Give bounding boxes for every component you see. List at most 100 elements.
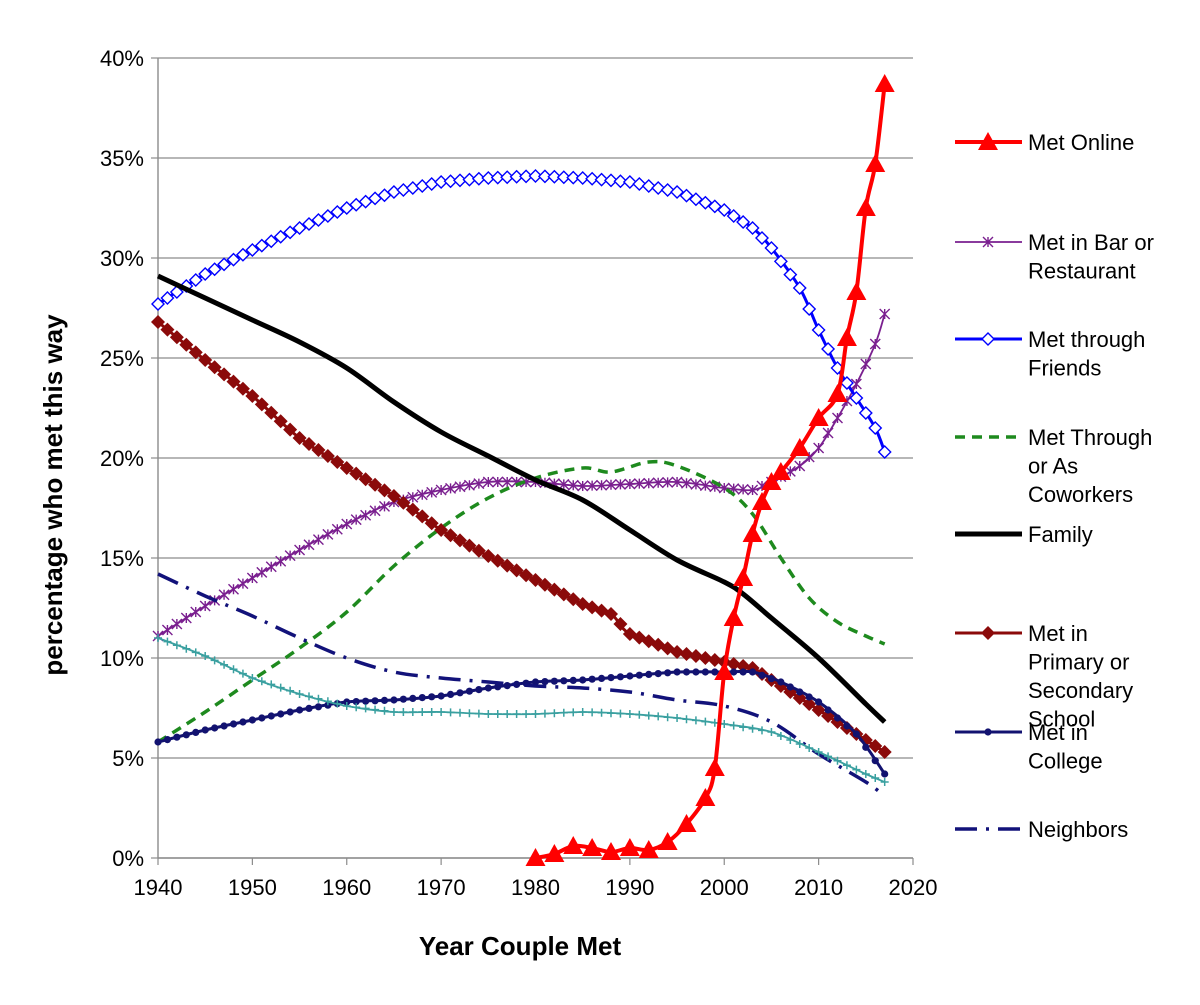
data-point xyxy=(254,238,269,253)
legend-label: School xyxy=(1028,707,1095,732)
data-point xyxy=(758,726,766,735)
data-point xyxy=(625,710,634,718)
data-point xyxy=(463,479,475,491)
data-point xyxy=(691,716,700,725)
data-point xyxy=(537,577,552,592)
legend-item-neighbors: Neighbors xyxy=(955,817,1128,842)
data-point xyxy=(314,694,323,703)
data-point xyxy=(228,583,239,595)
data-point xyxy=(302,217,316,231)
data-point xyxy=(399,708,408,716)
data-point xyxy=(182,731,190,739)
data-point xyxy=(586,480,598,492)
data-point xyxy=(484,684,492,692)
data-point xyxy=(624,478,636,490)
data-point xyxy=(802,302,817,316)
data-point xyxy=(641,179,656,193)
data-point xyxy=(481,171,496,185)
data-point xyxy=(277,710,285,718)
data-point xyxy=(531,710,540,718)
data-point xyxy=(671,476,683,488)
data-point xyxy=(833,756,842,765)
data-point xyxy=(320,209,335,223)
data-point xyxy=(512,710,521,718)
data-point xyxy=(362,697,370,705)
y-tick-label: 20% xyxy=(100,446,144,471)
data-point xyxy=(371,697,379,705)
data-point xyxy=(839,376,854,390)
x-tick-label: 2010 xyxy=(794,875,843,900)
data-point xyxy=(284,550,296,562)
data-point xyxy=(726,657,741,671)
data-point xyxy=(868,739,883,753)
data-point xyxy=(294,544,306,556)
data-point xyxy=(226,252,241,267)
data-point xyxy=(349,466,364,481)
data-point xyxy=(333,699,342,708)
series-lines xyxy=(151,74,895,866)
data-point xyxy=(163,637,172,646)
data-point xyxy=(386,489,401,503)
data-point xyxy=(229,720,238,728)
data-point xyxy=(767,728,776,736)
series-line-family xyxy=(156,273,887,724)
series-met-online xyxy=(525,74,895,866)
data-point xyxy=(824,752,833,761)
data-point xyxy=(320,449,335,463)
data-point xyxy=(619,838,640,856)
data-point xyxy=(341,518,353,530)
data-point xyxy=(490,553,505,568)
data-point xyxy=(322,528,334,540)
data-point xyxy=(644,711,653,720)
data-point xyxy=(528,573,543,587)
data-point xyxy=(379,500,390,512)
data-point xyxy=(465,687,474,695)
data-point xyxy=(276,683,285,692)
data-point xyxy=(473,478,485,490)
data-point xyxy=(711,668,719,676)
y-tick-label: 10% xyxy=(100,646,144,671)
data-point xyxy=(490,170,505,185)
data-point xyxy=(418,694,426,702)
data-point xyxy=(635,710,644,719)
data-point xyxy=(226,374,241,389)
legend-label: Neighbors xyxy=(1028,817,1128,842)
legend-label: Met in Bar or xyxy=(1028,230,1154,255)
data-point xyxy=(405,502,420,517)
data-point xyxy=(446,690,455,699)
data-point xyxy=(254,397,269,412)
data-point xyxy=(151,315,165,329)
data-point xyxy=(492,476,504,488)
data-point xyxy=(707,653,722,667)
data-point xyxy=(654,670,662,678)
data-point xyxy=(664,669,672,677)
data-point xyxy=(745,221,760,235)
data-point xyxy=(292,431,307,445)
data-point xyxy=(662,476,674,488)
data-point xyxy=(445,482,457,494)
data-point xyxy=(311,443,326,457)
data-point xyxy=(519,169,534,184)
data-point xyxy=(171,618,183,630)
data-point xyxy=(481,549,496,563)
series-met-through-or-as-coworkers xyxy=(157,459,886,744)
data-point xyxy=(409,694,417,703)
data-point xyxy=(846,282,867,300)
data-point xyxy=(435,484,447,496)
data-point xyxy=(660,183,675,197)
data-point xyxy=(474,709,483,718)
data-point xyxy=(701,717,710,726)
legend-label: Met in xyxy=(1028,621,1088,646)
series-line-met-online xyxy=(535,83,887,860)
data-point xyxy=(613,617,628,631)
data-point xyxy=(737,483,749,495)
data-point xyxy=(229,665,238,674)
data-point xyxy=(283,225,298,240)
data-point xyxy=(540,709,549,718)
data-point xyxy=(652,477,664,489)
data-point xyxy=(352,698,360,706)
data-point xyxy=(456,689,464,697)
axes: 0% 5% 10% 15% 20% 25% 30% 35% 40% 1940 1950 1960 197… xyxy=(100,46,938,900)
data-point xyxy=(657,832,678,850)
data-point xyxy=(569,676,577,685)
